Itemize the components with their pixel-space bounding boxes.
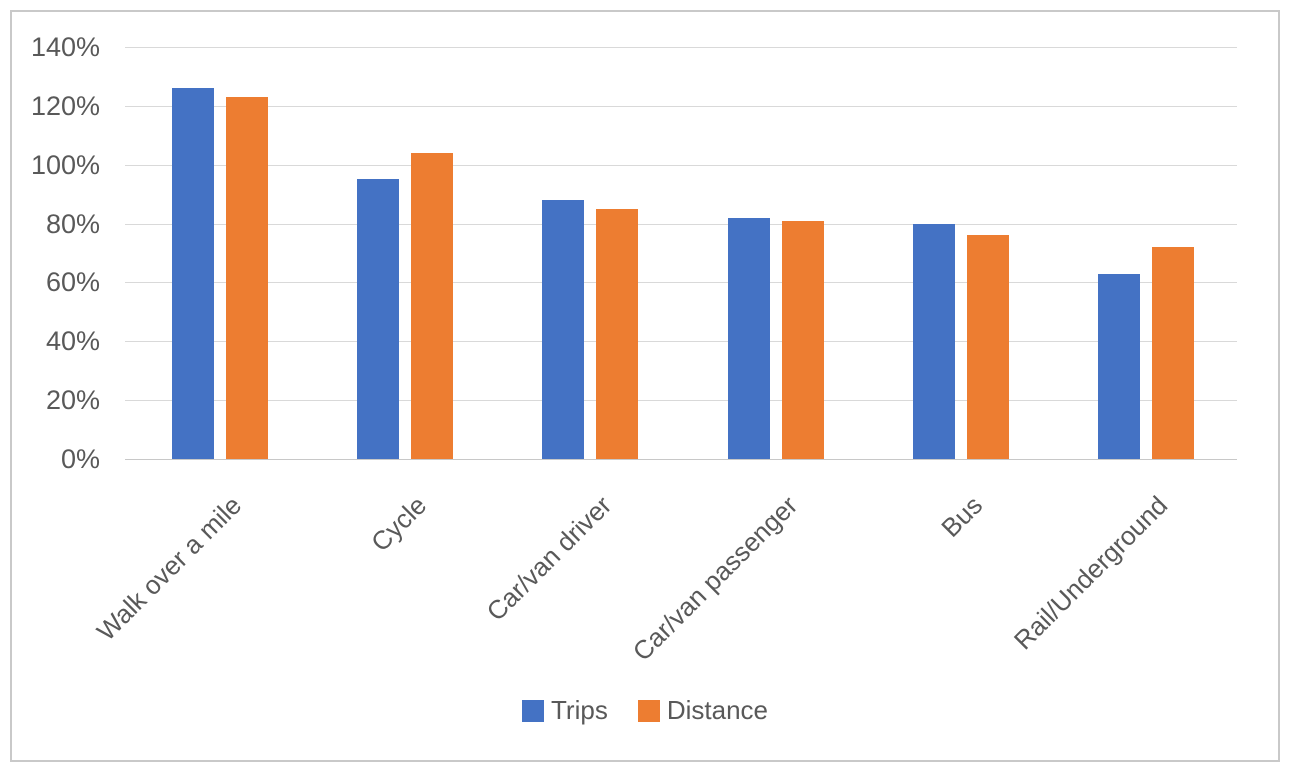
y-tick-label: 100% [30,149,100,180]
y-tick-label: 0% [60,444,100,474]
bar-trips-4 [727,217,770,459]
bar-distance-6 [1152,247,1195,459]
bar-distance-1 [225,97,268,459]
gridline [125,400,1237,402]
x-category-label: Rail/Underground [1008,490,1174,656]
y-tick-label: 140% [30,32,100,62]
legend-item-trips: Trips [522,695,608,726]
trips-swatch-icon [522,699,545,722]
bar-trips-5 [913,223,955,459]
bar-distance-3 [596,208,639,459]
gridline [125,341,1237,343]
gridline [125,47,1237,48]
legend-label-trips: Trips [551,695,608,725]
chart-container: 0% 20% 40% 60% 80% 100% 120% 140% Walk over a m… [10,10,1280,762]
bar-trips-2 [357,179,399,459]
y-tick-label: 60% [45,267,100,298]
bar-trips-1 [171,88,214,459]
x-axis-line [125,459,1237,460]
y-tick-label: 40% [45,326,100,357]
legend-label-distance: Distance [666,695,768,725]
bar-distance-5 [967,235,1009,459]
gridline [125,164,1237,166]
legend-item-distance: Distance [637,695,768,726]
bar-trips-6 [1098,273,1141,459]
bar-distance-2 [411,152,453,459]
y-tick-label: 120% [30,90,100,121]
bar-distance-4 [781,220,824,459]
y-tick-label: 20% [45,385,100,416]
legend: Trips Distance [12,695,1278,726]
bar-trips-3 [542,200,585,459]
gridline [125,223,1237,225]
gridline [125,105,1237,107]
distance-swatch-icon [637,699,660,722]
y-tick-label: 80% [45,208,100,239]
gridline [125,282,1237,284]
